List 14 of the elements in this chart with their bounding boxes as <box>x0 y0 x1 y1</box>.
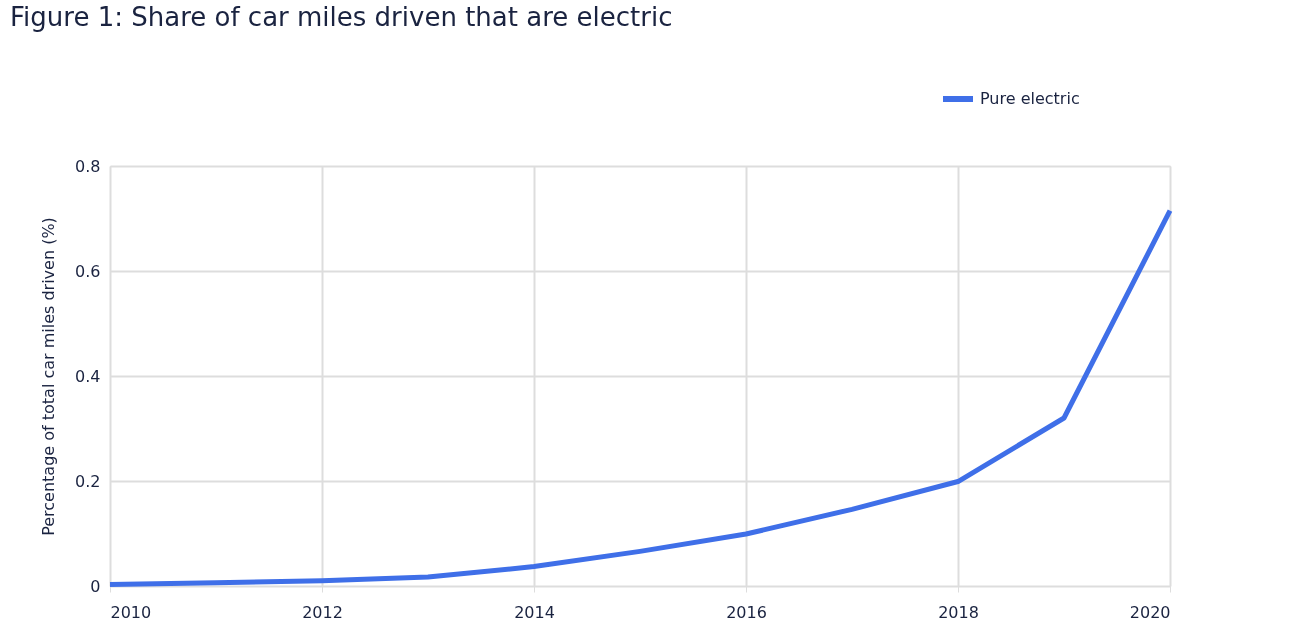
x-tick-label: 2014 <box>514 602 555 622</box>
legend-label: Pure electric <box>980 89 1080 108</box>
y-tick-label: 0 <box>90 576 101 596</box>
y-tick-label: 0.8 <box>75 156 101 176</box>
x-tick-label: 2016 <box>726 602 767 622</box>
y-tick-label: 0.4 <box>75 366 101 386</box>
x-tick-label: 2010 <box>110 602 152 622</box>
y-tick-label: 0.6 <box>75 261 101 281</box>
x-tick-label: 2012 <box>302 602 343 622</box>
y-axis-title: Percentage of total car miles driven (%) <box>39 217 59 536</box>
x-tick-label: 2018 <box>938 602 979 622</box>
x-tick-label: 2020 <box>1129 602 1171 622</box>
y-tick-label: 0.2 <box>75 471 101 491</box>
chart-title: Figure 1: Share of car miles driven that are electric <box>10 2 673 32</box>
